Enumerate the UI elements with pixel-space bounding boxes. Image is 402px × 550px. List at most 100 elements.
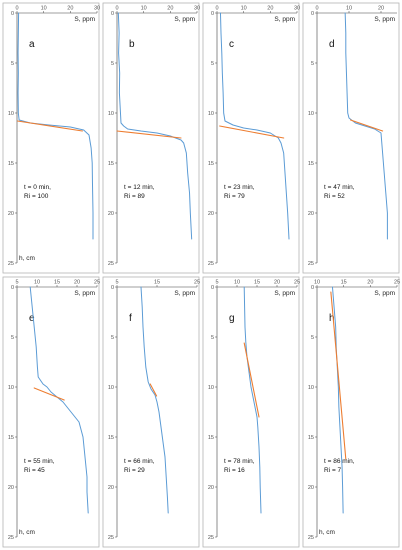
fit-line: [33, 387, 65, 401]
x-tick-label: 15: [254, 280, 260, 286]
salinity-profile-line: [29, 286, 89, 514]
ri-annotation: Ri = 79: [224, 193, 245, 200]
ri-annotation: Ri = 52: [324, 193, 345, 200]
salinity-profile-line: [140, 286, 169, 514]
x-tick-label: 10: [234, 280, 240, 286]
y-tick-label: 15: [108, 161, 114, 167]
x-tick-label: 25: [394, 280, 400, 286]
time-annotation: t = 86 min,: [324, 458, 355, 465]
y-tick-label: 0: [111, 11, 114, 17]
y-tick-label: 15: [8, 435, 14, 441]
y-tick-label: 5: [111, 335, 114, 341]
time-annotation: t = 78 min,: [224, 458, 255, 465]
time-annotation: t = 66 min,: [124, 458, 155, 465]
salinity-profile-line: [117, 12, 193, 240]
y-tick-label: 0: [311, 11, 314, 17]
s-axis-label: S, ppm: [374, 16, 395, 23]
h-axis-label: h, cm: [19, 529, 35, 536]
x-tick-label: 5: [115, 280, 118, 286]
panel-frame: [302, 276, 400, 548]
s-axis-label: S, ppm: [174, 16, 195, 23]
salinity-profile-line: [331, 286, 344, 514]
y-tick-label: 0: [11, 285, 14, 291]
y-tick-label: 25: [8, 261, 14, 267]
x-tick-label: 30: [294, 6, 300, 12]
s-axis-label: S, ppm: [74, 290, 95, 297]
x-tick-label: 10: [34, 280, 40, 286]
time-annotation: t = 23 min,: [224, 184, 255, 191]
s-axis-label: S, ppm: [174, 290, 195, 297]
salinity-profile-line: [344, 12, 388, 240]
panel-letter: c: [229, 39, 234, 50]
y-tick-label: 0: [111, 285, 114, 291]
y-tick-label: 25: [108, 261, 114, 267]
panel-frame: [202, 276, 300, 548]
x-tick-label: 25: [294, 280, 300, 286]
x-tick-label: 5: [15, 280, 18, 286]
y-tick-label: 10: [208, 111, 214, 117]
x-tick-label: 20: [378, 6, 384, 12]
y-tick-label: 20: [108, 485, 114, 491]
h-axis-label: h, cm: [19, 255, 35, 262]
panel-frame: [102, 2, 200, 274]
y-tick-label: 10: [108, 385, 114, 391]
fit-line: [350, 119, 384, 132]
y-tick-label: 5: [211, 335, 214, 341]
s-axis-label: S, ppm: [274, 16, 295, 23]
fit-line: [243, 342, 260, 418]
panel-letter: f: [129, 313, 132, 324]
y-tick-label: 15: [108, 435, 114, 441]
ri-annotation: Ri = 7: [324, 467, 342, 474]
y-tick-label: 20: [208, 485, 214, 491]
x-tick-label: 5: [215, 280, 218, 286]
y-tick-label: 5: [11, 61, 14, 67]
x-tick-label: 20: [67, 6, 73, 12]
time-annotation: t = 12 min,: [124, 184, 155, 191]
y-tick-label: 10: [8, 385, 14, 391]
panel-a: 0 10 20 30 0 5 10 15 20 25 S, ppm h, cm a t = 0 min, R…: [2, 2, 100, 274]
panel-frame: [102, 276, 200, 548]
y-tick-label: 15: [308, 161, 314, 167]
panel-b: 0 10 20 30 0 5 10 15 20 25 S, ppm b t = 12 min, Ri = …: [102, 2, 200, 274]
y-tick-label: 0: [311, 285, 314, 291]
panel-letter: h: [329, 313, 335, 324]
y-tick-label: 10: [308, 111, 314, 117]
y-tick-label: 20: [8, 211, 14, 217]
x-tick-label: 30: [94, 6, 100, 12]
y-tick-label: 25: [8, 535, 14, 541]
y-tick-label: 25: [208, 535, 214, 541]
y-tick-label: 0: [11, 11, 14, 17]
x-tick-label: 10: [346, 6, 352, 12]
y-tick-label: 25: [308, 535, 314, 541]
panel-letter: b: [129, 39, 135, 50]
panel-letter: a: [29, 39, 35, 50]
x-tick-label: 10: [241, 6, 247, 12]
y-tick-label: 5: [211, 61, 214, 67]
x-tick-label: 0: [215, 6, 218, 12]
x-tick-label: 15: [54, 280, 60, 286]
y-tick-label: 25: [108, 535, 114, 541]
y-tick-label: 10: [208, 385, 214, 391]
salinity-profile-line: [243, 286, 262, 514]
y-tick-label: 10: [108, 111, 114, 117]
x-tick-label: 15: [154, 280, 160, 286]
y-tick-label: 10: [8, 111, 14, 117]
y-tick-label: 15: [308, 435, 314, 441]
ri-annotation: Ri = 29: [124, 467, 145, 474]
x-tick-label: 20: [74, 280, 80, 286]
s-axis-label: S, ppm: [74, 16, 95, 23]
fit-line: [330, 291, 347, 460]
panel-letter: d: [329, 39, 335, 50]
panel-frame: [2, 2, 100, 274]
y-tick-label: 5: [311, 61, 314, 67]
y-tick-label: 20: [208, 211, 214, 217]
salinity-profile-line: [17, 12, 94, 240]
x-tick-label: 30: [194, 6, 200, 12]
x-tick-label: 0: [315, 6, 318, 12]
time-annotation: t = 55 min,: [24, 458, 55, 465]
time-annotation: t = 0 min,: [24, 184, 51, 191]
x-tick-label: 20: [167, 6, 173, 12]
